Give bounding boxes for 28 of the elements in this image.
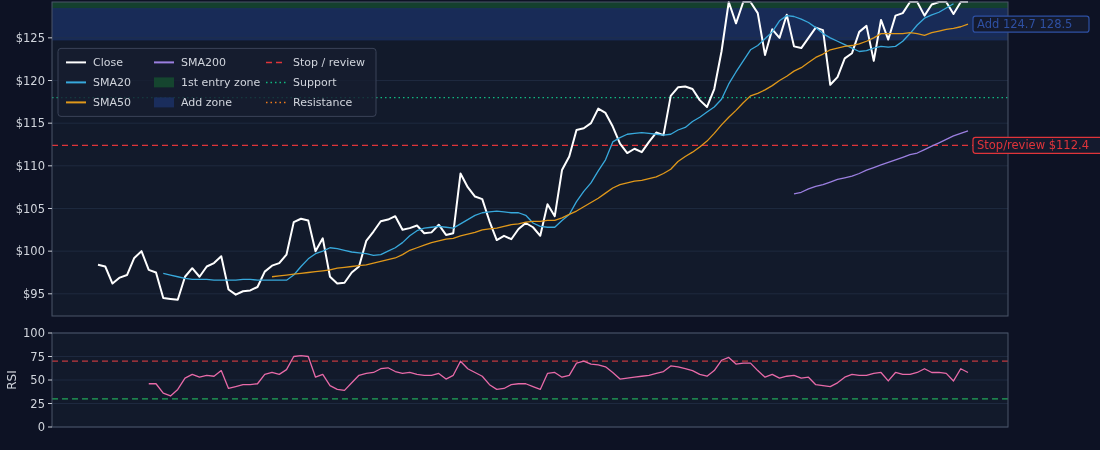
line-series	[148, 354, 969, 397]
line-series	[793, 130, 969, 195]
legend-label: Stop / review	[293, 56, 366, 70]
legend-label: Close	[93, 56, 124, 70]
text: Add 124.7 128.5	[977, 17, 1073, 32]
legend-label: SMA200	[181, 56, 226, 70]
y-tick-label: $115	[15, 116, 45, 131]
legend-label: SMA50	[93, 96, 131, 110]
y-tick-label: 75	[30, 349, 45, 364]
legend-label: 1st entry zone	[181, 76, 261, 90]
line-series	[162, 3, 955, 281]
legend-label: SMA20	[93, 76, 131, 90]
y-tick-label: 25	[30, 396, 45, 411]
text: Stop/review $112.4	[977, 138, 1089, 153]
text: Resistance	[293, 96, 353, 110]
legend-label: Support	[293, 76, 338, 90]
y-axis-title: RSI	[5, 370, 19, 390]
y-tick-label: 100	[23, 326, 45, 341]
y-tick-label: $100	[15, 244, 45, 259]
y-tick-label: 50	[30, 373, 45, 388]
y-tick-label: $110	[15, 158, 45, 173]
y-tick-label: $125	[15, 30, 45, 45]
y-tick-label: 0	[37, 420, 45, 435]
y-tick-label: $120	[15, 73, 45, 88]
legend-label: Add zone	[181, 96, 233, 110]
line-series	[271, 23, 969, 278]
y-tick-label: $105	[15, 201, 45, 216]
y-tick-label: $95	[23, 286, 45, 301]
